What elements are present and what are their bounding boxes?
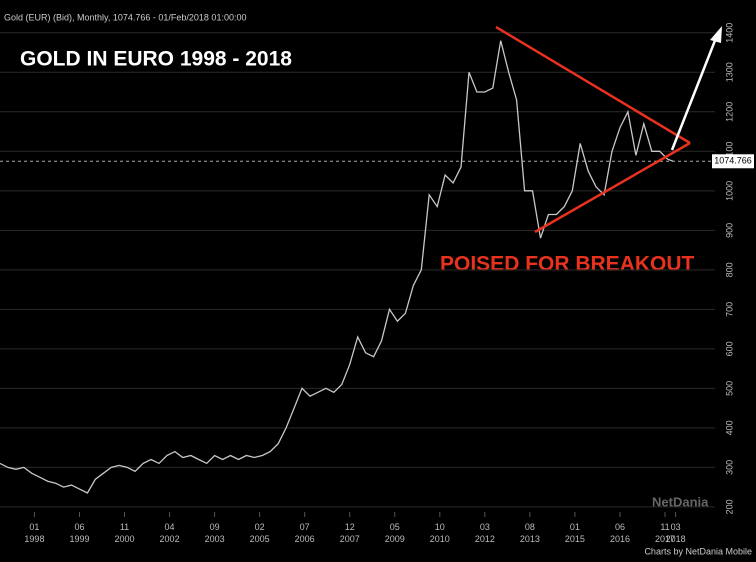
chart-title: GOLD IN EURO 1998 - 2018: [20, 48, 292, 71]
x-tick-label: 01 1998: [24, 522, 44, 544]
x-tick-label: 05 2009: [385, 522, 405, 544]
x-tick-label: 03 2012: [475, 522, 495, 544]
x-tick-label: 02 2005: [250, 522, 270, 544]
watermark: NetDania: [652, 494, 709, 509]
x-tick-label: 10 2010: [430, 522, 450, 544]
y-tick-label: 300: [724, 460, 734, 475]
y-tick-label: 1300: [724, 62, 734, 82]
x-tick-label: 12 2007: [340, 522, 360, 544]
y-tick-label: 500: [724, 381, 734, 396]
y-tick-label: 200: [724, 499, 734, 514]
y-tick-label: 600: [724, 341, 734, 356]
footer: Charts by NetDania Mobile: [644, 546, 752, 556]
x-tick-label: 11 2017: [655, 522, 675, 544]
arrow-head: [710, 26, 722, 43]
y-tick-label: 800: [724, 262, 734, 277]
triangle-lower: [534, 141, 691, 234]
last-value-label: 1074.766: [714, 156, 752, 166]
price-line: [0, 40, 674, 494]
x-tick-label: 09 2003: [205, 522, 225, 544]
y-tick-label: 700: [724, 302, 734, 317]
x-tick-label: 06 1999: [69, 522, 89, 544]
y-tick-label: 1100: [724, 142, 734, 161]
y-tick-label: 900: [724, 223, 734, 238]
x-tick-label: 06 2016: [610, 522, 630, 544]
triangle-upper: [495, 25, 691, 145]
x-tick-label: 01 2015: [565, 522, 585, 544]
annotation: POISED FOR BREAKOUT: [440, 253, 695, 276]
x-tick-label: 07 2006: [295, 522, 315, 544]
x-tick-label: 08 2013: [520, 522, 540, 544]
y-tick-label: 1400: [724, 23, 734, 43]
chart-header: Gold (EUR) (Bid), Monthly, 1074.766 - 01…: [4, 12, 246, 22]
y-tick-label: 1000: [724, 181, 734, 201]
x-tick-label: 11 2000: [115, 522, 135, 544]
plot-area: 200 300 400 500 600 700 800 900 1000 1100 1200 1300…: [0, 23, 754, 544]
last-value-box: [712, 154, 754, 169]
x-tick-label: 04 2002: [160, 522, 180, 544]
x-tick-label: 03 2018: [666, 522, 686, 544]
breakout-arrow: [670, 37, 718, 151]
y-tick-label: 1200: [724, 102, 734, 122]
y-tick-label: 400: [724, 420, 734, 435]
